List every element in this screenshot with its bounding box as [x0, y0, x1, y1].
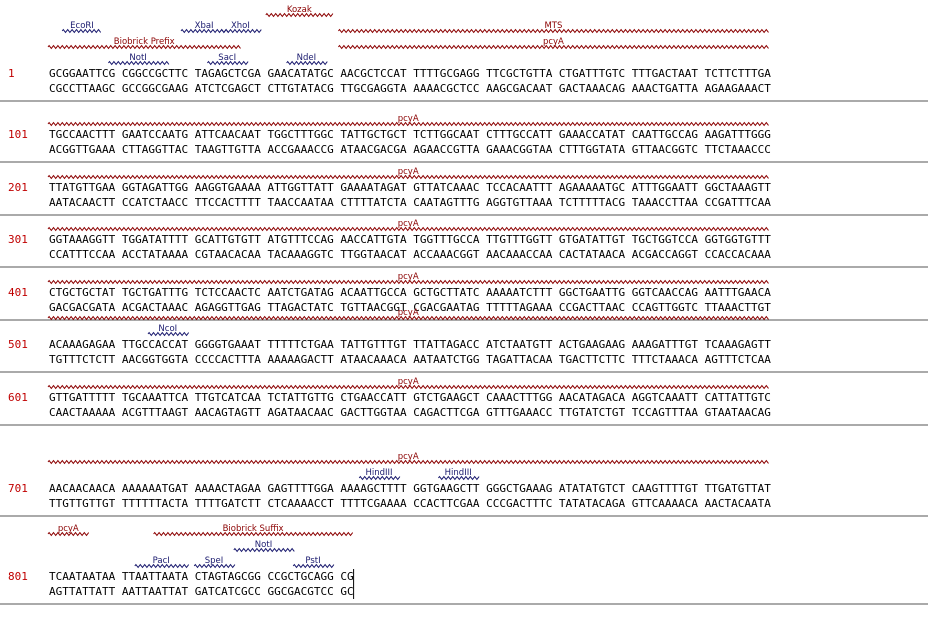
- top-strand[interactable]: GCGGAATTCG CGGCCGCTTC TAGAGCTCGA GAACATA…: [49, 67, 771, 80]
- position-number: 701: [8, 482, 28, 495]
- position-number: 1: [8, 67, 15, 80]
- feature-label[interactable]: pcyA: [398, 219, 419, 229]
- feature-label[interactable]: MTS: [544, 21, 562, 31]
- restriction-site-label[interactable]: XbaI: [195, 21, 214, 31]
- top-strand[interactable]: TGCCAACTTT GAATCCAATG ATTCAACAAT TGGCTTT…: [49, 128, 771, 141]
- feature-bar[interactable]: [47, 531, 90, 537]
- restriction-site-label[interactable]: XhoI: [231, 21, 250, 31]
- restriction-site-bar[interactable]: [438, 475, 480, 481]
- restriction-site-bar[interactable]: [193, 563, 236, 569]
- restriction-site-label[interactable]: PacI: [153, 556, 170, 566]
- restriction-site-bar[interactable]: [207, 60, 249, 66]
- restriction-site-label[interactable]: NotI: [129, 53, 146, 63]
- feature-label[interactable]: pcyA: [398, 452, 419, 462]
- feature-bar[interactable]: [47, 121, 769, 127]
- restriction-site-bar[interactable]: [147, 331, 190, 337]
- restriction-site-bar[interactable]: [134, 563, 190, 569]
- position-number: 101: [8, 128, 28, 141]
- feature-label[interactable]: pcyA: [543, 37, 564, 47]
- feature-bar[interactable]: [153, 531, 354, 537]
- restriction-site-label[interactable]: HindIII: [445, 468, 472, 478]
- feature-label[interactable]: pcyA: [398, 114, 419, 124]
- restriction-site-label[interactable]: EcoRI: [70, 21, 94, 31]
- feature-label[interactable]: Biobrick Suffix: [223, 524, 284, 534]
- feature-label[interactable]: Biobrick Prefix: [114, 37, 175, 47]
- position-number: 801: [8, 570, 28, 583]
- top-strand[interactable]: ACAAAGAGAA TTGCCACCAT GGGGTGAAAT TTTTTCT…: [49, 338, 771, 351]
- restriction-site-bar[interactable]: [180, 28, 229, 34]
- restriction-site-label[interactable]: SacI: [218, 53, 236, 63]
- feature-bar[interactable]: [47, 226, 769, 232]
- restriction-site-bar[interactable]: [286, 60, 328, 66]
- feature-label[interactable]: pcyA: [398, 167, 419, 177]
- feature-bar[interactable]: [47, 315, 769, 321]
- feature-bar[interactable]: [47, 384, 769, 390]
- bottom-strand[interactable]: CCATTTCCAA ACCTATAAAA CGTAACACAA TACAAAG…: [49, 248, 771, 261]
- position-number: 601: [8, 391, 28, 404]
- restriction-site-label[interactable]: SpeI: [205, 556, 224, 566]
- bottom-strand[interactable]: AATACAACTT CCATCTAACC TTCCACTTTT TAACCAA…: [49, 196, 771, 209]
- restriction-site-label[interactable]: PstI: [305, 556, 320, 566]
- feature-bar[interactable]: [47, 44, 241, 50]
- feature-label[interactable]: pcyA: [58, 524, 79, 534]
- feature-label[interactable]: pcyA: [398, 272, 419, 282]
- feature-bar[interactable]: [338, 44, 769, 50]
- restriction-site-label[interactable]: NdeI: [297, 53, 317, 63]
- restriction-site-label[interactable]: HindIII: [365, 468, 392, 478]
- top-strand[interactable]: GTTGATTTTT TGCAAATTCA TTGTCATCAA TCTATTG…: [49, 391, 771, 404]
- feature-label[interactable]: pcyA: [398, 377, 419, 387]
- bottom-strand[interactable]: GACGACGATA ACGACTAAAC AGAGGTTGAG TTAGACT…: [49, 301, 771, 314]
- position-number: 301: [8, 233, 28, 246]
- bottom-strand[interactable]: AGTTATTATT AATTAATTAT GATCATCGCC GGCGACG…: [49, 585, 354, 598]
- restriction-site-label[interactable]: NcoI: [158, 324, 177, 334]
- restriction-site-bar[interactable]: [358, 475, 401, 481]
- top-strand[interactable]: AACAACAACA AAAAAATGAT AAAACTAGAA GAGTTTT…: [49, 482, 771, 495]
- feature-label[interactable]: Kozak: [287, 5, 312, 15]
- restriction-site-bar[interactable]: [220, 28, 262, 34]
- bottom-strand[interactable]: TGTTTCTCTT AACGGTGGTA CCCCACTTTA AAAAAGA…: [49, 353, 771, 366]
- bottom-strand[interactable]: ACGGTTGAAA CTTAGGTTAC TAAGTTGTTA ACCGAAA…: [49, 143, 771, 156]
- restriction-site-bar[interactable]: [108, 60, 170, 66]
- feature-label[interactable]: pcyA: [398, 308, 419, 318]
- position-number: 201: [8, 181, 28, 194]
- top-strand[interactable]: TTATGTTGAA GGTAGATTGG AAGGTGAAAA ATTGGTT…: [49, 181, 771, 194]
- feature-bar[interactable]: [338, 28, 769, 34]
- feature-bar[interactable]: [265, 12, 334, 18]
- position-number: 501: [8, 338, 28, 351]
- feature-bar[interactable]: [47, 279, 769, 285]
- restriction-site-label[interactable]: NotI: [255, 540, 272, 550]
- restriction-site-bar[interactable]: [292, 563, 335, 569]
- feature-bar[interactable]: [47, 174, 769, 180]
- feature-bar[interactable]: [47, 459, 769, 465]
- top-strand[interactable]: TCAATAATAA TTAATTAATA CTAGTAGCGG CCGCTGC…: [49, 570, 354, 583]
- bottom-strand[interactable]: CGCCTTAAGC GCCGGCGAAG ATCTCGAGCT CTTGTAT…: [49, 82, 771, 95]
- position-number: 401: [8, 286, 28, 299]
- restriction-site-bar[interactable]: [233, 547, 295, 553]
- restriction-site-bar[interactable]: [61, 28, 102, 34]
- top-strand[interactable]: CTGCTGCTAT TGCTGATTTG TCTCCAACTC AATCTGA…: [49, 286, 771, 299]
- top-strand[interactable]: GGTAAAGGTT TGGATATTTT GCATTGTGTT ATGTTTC…: [49, 233, 771, 246]
- bottom-strand[interactable]: TTGTTGTTGT TTTTTTACTA TTTTGATCTT CTCAAAA…: [49, 497, 771, 510]
- bottom-strand[interactable]: CAACTAAAAA ACGTTTAAGT AACAGTAGTT AGATAAC…: [49, 406, 771, 419]
